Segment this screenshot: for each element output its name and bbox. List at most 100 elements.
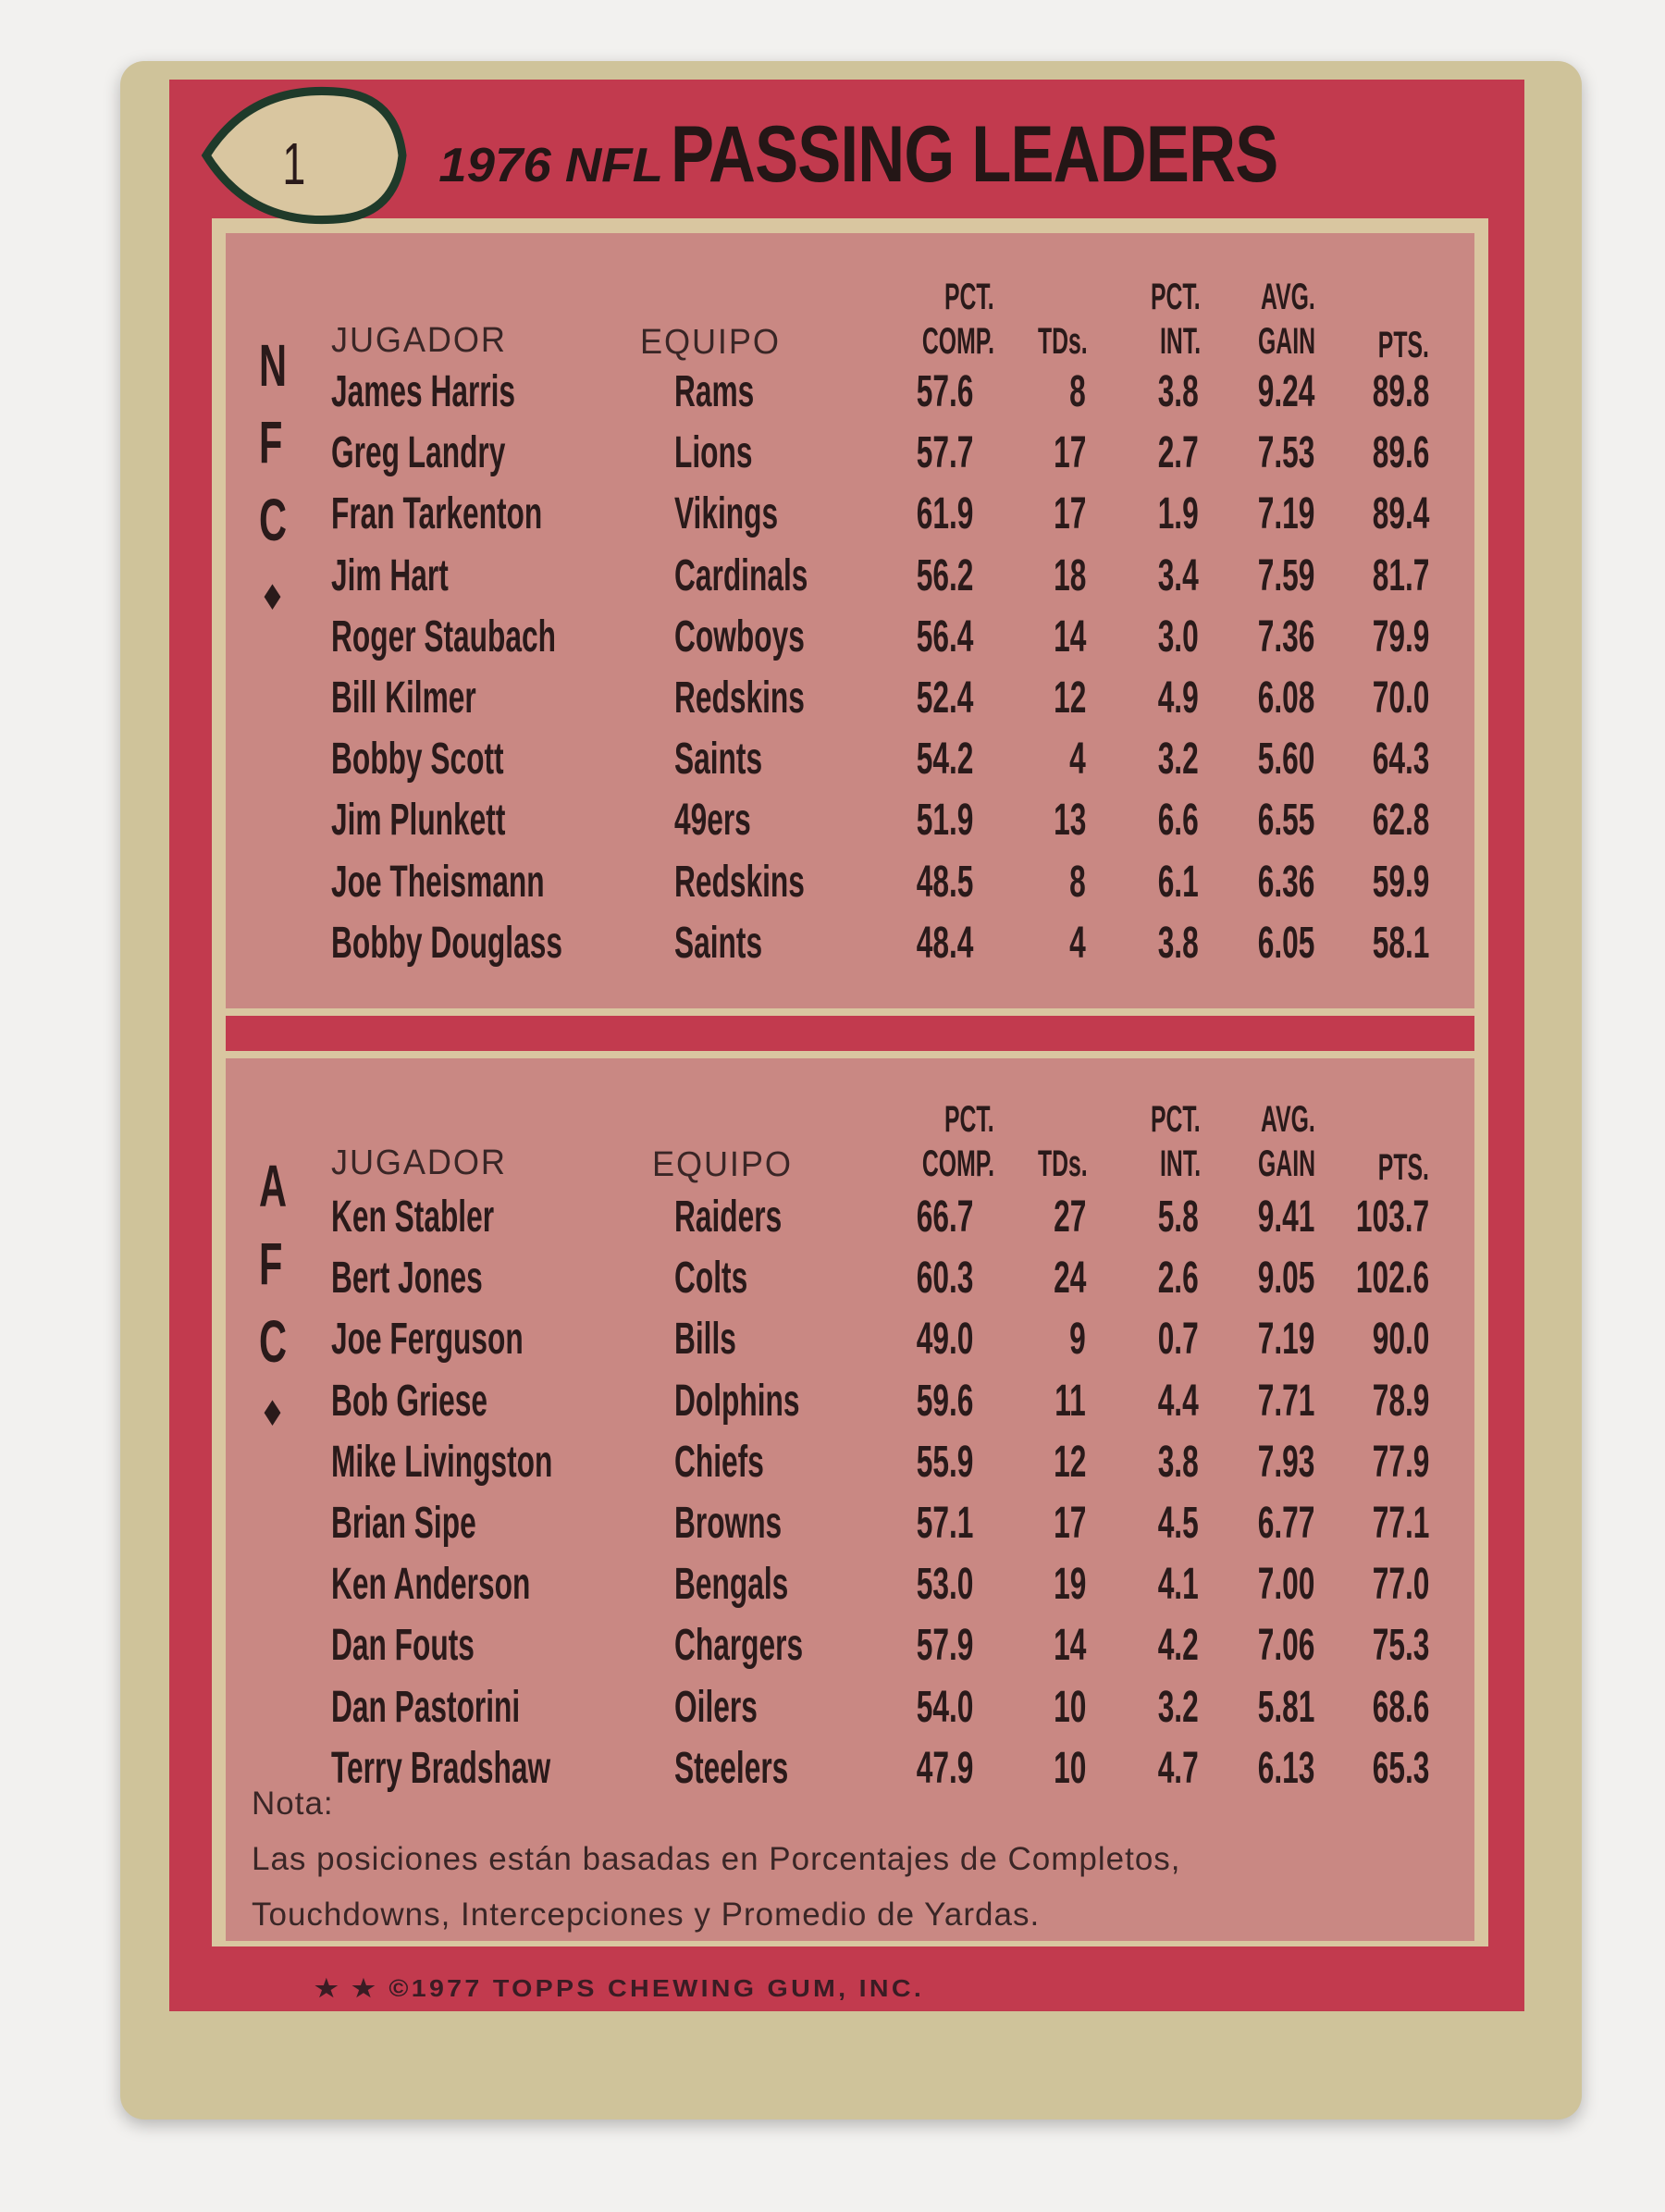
nfc-side-letter: N: [259, 332, 288, 399]
afc-cell-player: Bob Griese: [331, 1376, 488, 1426]
afc-header-int: INT.: [1159, 1143, 1201, 1184]
afc-cell-team: Browns: [674, 1499, 783, 1548]
nfc-cell-pts: 89.6: [1372, 428, 1429, 478]
nfc-cell-player: James Harris: [331, 367, 516, 416]
nfc-cell-tds: 14: [1053, 612, 1086, 661]
afc-cell-gain: 7.00: [1257, 1560, 1314, 1610]
nfc-header-player: JUGADOR: [331, 321, 507, 360]
nfc-cell-team: Saints: [674, 735, 763, 785]
afc-cell-comp: 53.0: [916, 1560, 973, 1610]
nfc-cell-comp: 57.7: [916, 428, 973, 478]
nfc-cell-int: 6.6: [1157, 796, 1199, 846]
nfc-cell-int: 3.8: [1157, 918, 1199, 968]
afc-header-gain-top: AVG.: [1261, 1099, 1315, 1140]
nfc-cell-team: Vikings: [674, 489, 779, 539]
title-main: PASSING LEADERS: [671, 110, 1278, 199]
afc-cell-comp: 60.3: [916, 1254, 973, 1304]
afc-cell-team: Bengals: [674, 1560, 789, 1610]
afc-cell-tds: 14: [1053, 1621, 1086, 1671]
afc-cell-player: Dan Fouts: [331, 1621, 475, 1671]
afc-cell-team: Colts: [674, 1254, 748, 1304]
afc-cell-player: Bert Jones: [331, 1254, 483, 1304]
nfc-header-pts: PTS.: [1377, 325, 1429, 365]
nfc-cell-int: 3.4: [1157, 550, 1199, 600]
afc-header-team: EQUIPO: [652, 1145, 793, 1184]
afc-cell-comp: 59.6: [916, 1376, 973, 1426]
afc-cell-comp: 49.0: [916, 1315, 973, 1365]
afc-cell-comp: 55.9: [916, 1437, 973, 1487]
afc-cell-int: 4.7: [1157, 1743, 1199, 1793]
nfc-cell-pts: 79.9: [1372, 612, 1429, 661]
nfc-cell-pts: 70.0: [1372, 673, 1429, 723]
afc-header-tds: TDs.: [1038, 1143, 1088, 1184]
nfc-cell-comp: 52.4: [916, 673, 973, 723]
afc-cell-gain: 5.81: [1257, 1682, 1314, 1732]
afc-cell-tds: 9: [1069, 1315, 1086, 1365]
nfc-cell-comp: 56.4: [916, 612, 973, 661]
nfc-cell-pts: 58.1: [1372, 918, 1429, 968]
nfc-cell-int: 3.0: [1157, 612, 1199, 661]
nfc-cell-comp: 48.4: [916, 918, 973, 968]
nfc-table: [226, 233, 1474, 1008]
nfc-cell-comp: 61.9: [916, 489, 973, 539]
nfc-cell-int: 3.8: [1157, 367, 1199, 416]
afc-cell-tds: 11: [1054, 1376, 1086, 1426]
nfc-cell-gain: 6.05: [1257, 918, 1314, 968]
nfc-cell-tds: 4: [1069, 918, 1086, 968]
afc-cell-int: 0.7: [1157, 1315, 1199, 1365]
nfc-cell-pts: 62.8: [1372, 796, 1429, 846]
nfc-cell-team: Redskins: [674, 857, 805, 907]
nfc-header-gain-top: AVG.: [1261, 277, 1315, 317]
nfc-cell-player: Jim Plunkett: [331, 796, 506, 846]
afc-cell-gain: 9.41: [1257, 1193, 1314, 1242]
nfc-cell-player: Bobby Douglass: [331, 918, 562, 968]
afc-cell-gain: 6.77: [1257, 1499, 1314, 1548]
afc-table: [226, 1058, 1474, 1941]
afc-cell-player: Joe Ferguson: [331, 1315, 524, 1365]
nfc-cell-int: 4.9: [1157, 673, 1199, 723]
afc-cell-player: Mike Livingston: [331, 1437, 553, 1487]
note-line-1: Las posiciones están basadas en Porcenta…: [252, 1841, 1181, 1877]
afc-cell-pts: 103.7: [1355, 1193, 1429, 1242]
nfc-cell-gain: 7.53: [1257, 428, 1314, 478]
afc-cell-tds: 27: [1053, 1193, 1086, 1242]
afc-header-comp-top: PCT.: [944, 1099, 994, 1140]
afc-cell-player: Ken Anderson: [331, 1560, 531, 1610]
afc-cell-gain: 9.05: [1257, 1254, 1314, 1304]
nfc-header-tds: TDs.: [1038, 321, 1088, 362]
nfc-cell-pts: 59.9: [1372, 857, 1429, 907]
nfc-cell-player: Fran Tarkenton: [331, 489, 543, 539]
nfc-cell-player: Greg Landry: [331, 428, 506, 478]
afc-cell-int: 2.6: [1157, 1254, 1199, 1304]
nfc-cell-int: 1.9: [1157, 489, 1199, 539]
nfc-header-int: INT.: [1159, 321, 1201, 362]
nfc-cell-player: Bobby Scott: [331, 735, 504, 785]
afc-cell-pts: 78.9: [1372, 1376, 1429, 1426]
section-divider: [226, 1016, 1474, 1051]
afc-cell-pts: 102.6: [1355, 1254, 1429, 1304]
nfc-header-gain: GAIN: [1258, 321, 1315, 362]
nfc-cell-gain: 7.19: [1257, 489, 1314, 539]
afc-cell-team: Chargers: [674, 1621, 804, 1671]
afc-cell-tds: 17: [1053, 1499, 1086, 1548]
afc-cell-pts: 77.0: [1372, 1560, 1429, 1610]
afc-cell-player: Terry Bradshaw: [331, 1743, 551, 1793]
nfc-cell-comp: 56.2: [916, 550, 973, 600]
nfc-cell-pts: 64.3: [1372, 735, 1429, 785]
nfc-side-letter: ◆: [265, 577, 281, 612]
title-prefix: 1976 NFL: [438, 139, 663, 192]
nfc-cell-tds: 13: [1053, 796, 1086, 846]
afc-cell-comp: 66.7: [916, 1193, 973, 1242]
note-line-2: Touchdowns, Intercepciones y Promedio de…: [252, 1897, 1041, 1933]
nfc-cell-gain: 6.08: [1257, 673, 1314, 723]
afc-cell-comp: 57.9: [916, 1621, 973, 1671]
nfc-cell-team: Rams: [674, 367, 755, 416]
afc-side-letter: F: [259, 1230, 283, 1297]
nfc-cell-gain: 7.36: [1257, 612, 1314, 661]
nfc-cell-team: Saints: [674, 918, 763, 968]
nfc-cell-int: 2.7: [1157, 428, 1199, 478]
nfc-cell-gain: 6.55: [1257, 796, 1314, 846]
afc-side-letter: ◆: [265, 1393, 281, 1428]
afc-cell-player: Dan Pastorini: [331, 1682, 521, 1732]
afc-cell-player: Ken Stabler: [331, 1193, 495, 1242]
